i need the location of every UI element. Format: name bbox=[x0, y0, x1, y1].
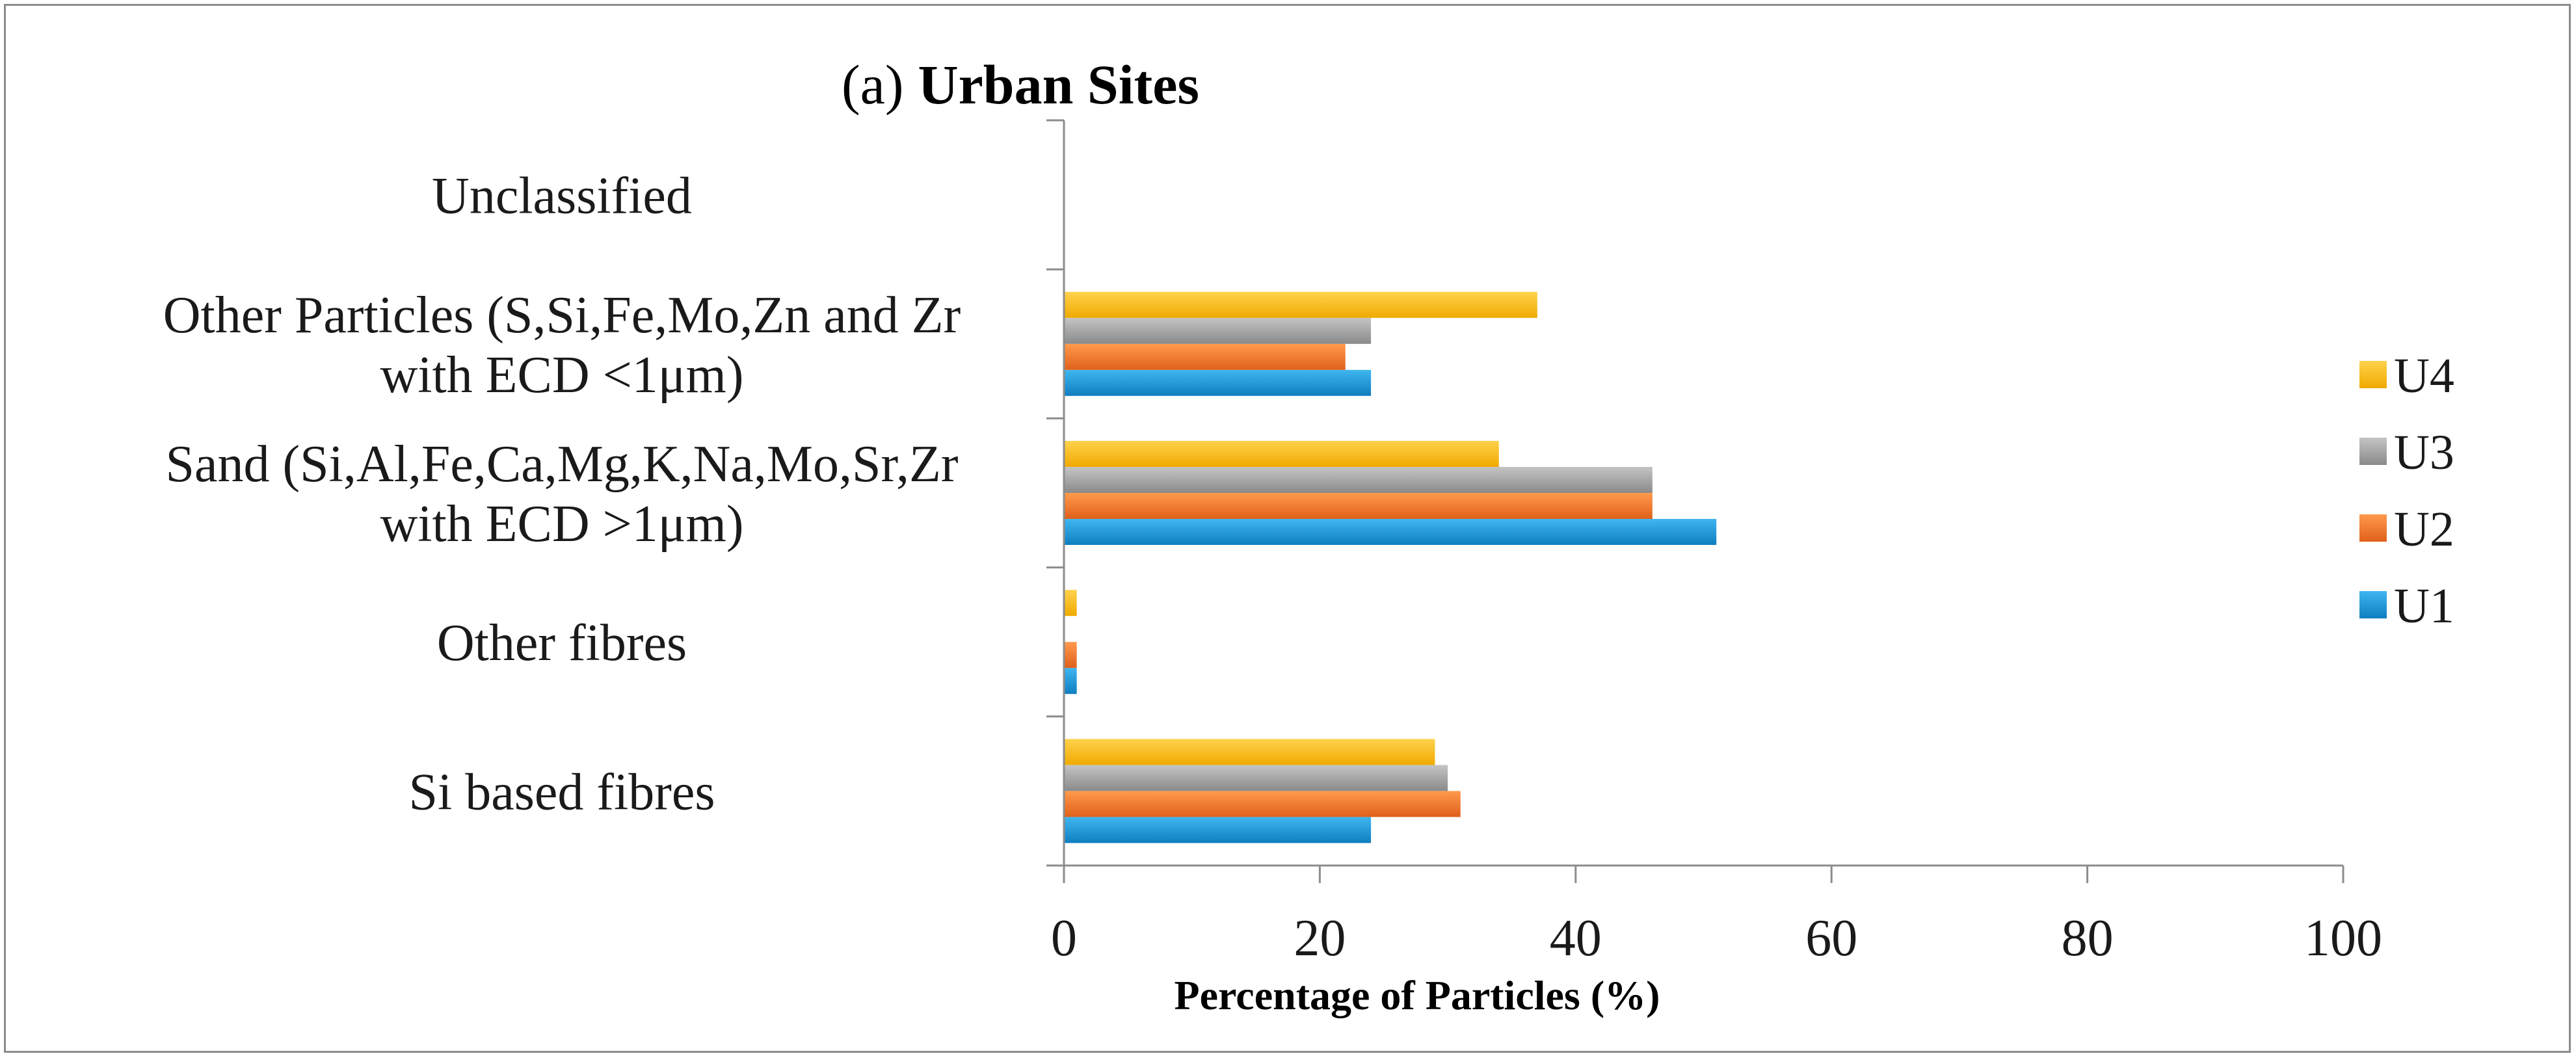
bar-u1-cat-1 bbox=[1064, 668, 1077, 694]
category-label-0: Si based fibres bbox=[408, 763, 715, 821]
legend: U4 U3 U2 U1 bbox=[2359, 349, 2454, 633]
x-tick-label-100: 100 bbox=[2304, 910, 2382, 967]
legend-label-u3: U3 bbox=[2394, 425, 2454, 480]
bar-u3-cat-2 bbox=[1064, 467, 1653, 493]
x-axis-title: Percentage of Particles (%) bbox=[1175, 972, 1660, 1018]
bar-u4-cat-3 bbox=[1064, 291, 1537, 318]
bar-chart: (a) Urban Sites Si based fibres Other fib… bbox=[163, 53, 2454, 1018]
category-label-line: Sand (Si,Al,Fe,Ca,Mg,K,Na,Mo,Sr,Zr bbox=[166, 436, 959, 493]
legend-label-u4: U4 bbox=[2394, 349, 2454, 403]
category-label-line: with ECD <1μm) bbox=[380, 347, 743, 404]
x-tick-label-20: 20 bbox=[1294, 910, 1346, 967]
x-tick-label-60: 60 bbox=[1805, 910, 1857, 967]
category-label-4: Unclassified bbox=[432, 168, 692, 225]
category-label-line: Si based fibres bbox=[408, 763, 715, 821]
category-label-line: with ECD >1μm) bbox=[380, 496, 743, 553]
chart-frame: (a) Urban Sites Si based fibres Other fib… bbox=[4, 4, 2571, 1053]
chart-title: (a) Urban Sites bbox=[842, 53, 1199, 116]
category-label-line: Other fibres bbox=[437, 615, 687, 672]
category-label-1: Other fibres bbox=[437, 615, 687, 672]
bar-u4-cat-2 bbox=[1064, 441, 1499, 467]
bar-u1-cat-2 bbox=[1064, 519, 1717, 545]
x-tick-label-0: 0 bbox=[1051, 910, 1077, 967]
bar-u2-cat-3 bbox=[1064, 343, 1346, 370]
legend-swatch-u4 bbox=[2359, 361, 2387, 388]
legend-label-u1: U1 bbox=[2394, 579, 2454, 633]
bar-u3-cat-0 bbox=[1064, 765, 1448, 791]
category-label-2: Sand (Si,Al,Fe,Ca,Mg,K,Na,Mo,Sr,Zr with E… bbox=[166, 436, 959, 553]
bar-u1-cat-0 bbox=[1064, 817, 1372, 843]
legend-swatch-u3 bbox=[2359, 438, 2387, 465]
title-prefix: (a) bbox=[842, 53, 903, 116]
legend-swatch-u1 bbox=[2359, 591, 2387, 618]
bar-u2-cat-0 bbox=[1064, 791, 1461, 817]
x-tick-label-40: 40 bbox=[1550, 910, 1602, 967]
legend-swatch-u2 bbox=[2359, 514, 2387, 542]
category-label-3: Other Particles (S,Si,Fe,Mo,Zn and Zr wit… bbox=[163, 287, 961, 404]
x-tick-label-80: 80 bbox=[2062, 910, 2114, 967]
plot-area: Si based fibres Other fibres Sand (Si,Al,F… bbox=[163, 119, 2382, 967]
bar-u3-cat-3 bbox=[1064, 317, 1372, 344]
title-main: Urban Sites bbox=[918, 53, 1199, 116]
bar-u2-cat-1 bbox=[1064, 642, 1077, 668]
category-label-line: Other Particles (S,Si,Fe,Mo,Zn and Zr bbox=[163, 287, 961, 344]
bar-u2-cat-2 bbox=[1064, 493, 1653, 519]
bar-u4-cat-1 bbox=[1064, 590, 1077, 616]
legend-label-u2: U2 bbox=[2394, 502, 2454, 557]
bar-u4-cat-0 bbox=[1064, 739, 1435, 765]
category-label-line: Unclassified bbox=[432, 168, 692, 225]
bar-u1-cat-3 bbox=[1064, 369, 1372, 396]
